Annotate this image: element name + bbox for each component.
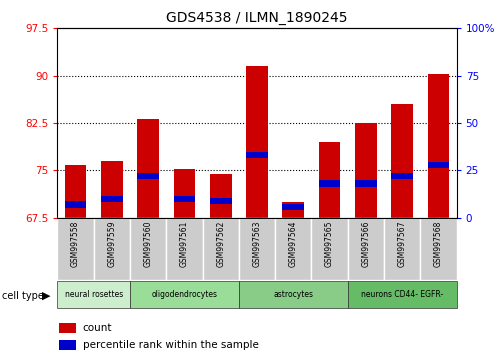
Text: count: count <box>83 323 112 333</box>
Bar <box>282 202 304 218</box>
Bar <box>137 119 159 218</box>
Bar <box>210 173 232 218</box>
Bar <box>210 198 232 204</box>
Text: neural rosettes: neural rosettes <box>64 290 123 299</box>
Text: neurons CD44- EGFR-: neurons CD44- EGFR- <box>361 290 443 299</box>
Bar <box>174 169 195 218</box>
Bar <box>391 104 413 218</box>
Bar <box>57 281 130 308</box>
Bar <box>311 218 348 280</box>
Text: GSM997568: GSM997568 <box>434 221 443 267</box>
Text: GSM997561: GSM997561 <box>180 221 189 267</box>
Bar <box>319 181 340 187</box>
Bar <box>391 173 413 179</box>
Text: GSM997562: GSM997562 <box>216 221 225 267</box>
Text: GSM997558: GSM997558 <box>71 221 80 267</box>
Bar <box>355 181 377 187</box>
Bar <box>59 323 76 333</box>
Text: GSM997565: GSM997565 <box>325 221 334 267</box>
Bar <box>203 218 239 280</box>
Text: astrocytes: astrocytes <box>273 290 313 299</box>
Bar <box>130 281 239 308</box>
Bar <box>275 218 311 280</box>
Bar <box>101 196 123 202</box>
Bar <box>94 218 130 280</box>
Bar <box>428 74 449 218</box>
Bar <box>101 161 123 218</box>
Bar <box>59 341 76 350</box>
Bar <box>57 218 94 280</box>
Text: GSM997566: GSM997566 <box>361 221 370 267</box>
Bar <box>348 218 384 280</box>
Bar <box>174 196 195 202</box>
Bar <box>420 218 457 280</box>
Text: GSM997559: GSM997559 <box>107 221 116 267</box>
Title: GDS4538 / ILMN_1890245: GDS4538 / ILMN_1890245 <box>166 11 348 24</box>
Text: percentile rank within the sample: percentile rank within the sample <box>83 341 258 350</box>
Text: GSM997563: GSM997563 <box>252 221 261 267</box>
Bar <box>428 161 449 168</box>
Text: GSM997564: GSM997564 <box>289 221 298 267</box>
Bar <box>355 123 377 218</box>
Bar <box>65 201 86 207</box>
Bar <box>282 204 304 210</box>
Text: GSM997560: GSM997560 <box>144 221 153 267</box>
Text: GSM997567: GSM997567 <box>398 221 407 267</box>
Text: cell type: cell type <box>2 291 44 301</box>
Bar <box>130 218 166 280</box>
Bar <box>246 152 268 158</box>
Bar <box>246 66 268 218</box>
Text: ▶: ▶ <box>42 291 51 301</box>
Text: oligodendrocytes: oligodendrocytes <box>151 290 218 299</box>
Bar <box>348 281 457 308</box>
Bar <box>166 218 203 280</box>
Bar <box>239 218 275 280</box>
Bar <box>239 281 348 308</box>
Bar <box>137 173 159 179</box>
Bar <box>65 165 86 218</box>
Bar <box>319 142 340 218</box>
Bar <box>384 218 420 280</box>
